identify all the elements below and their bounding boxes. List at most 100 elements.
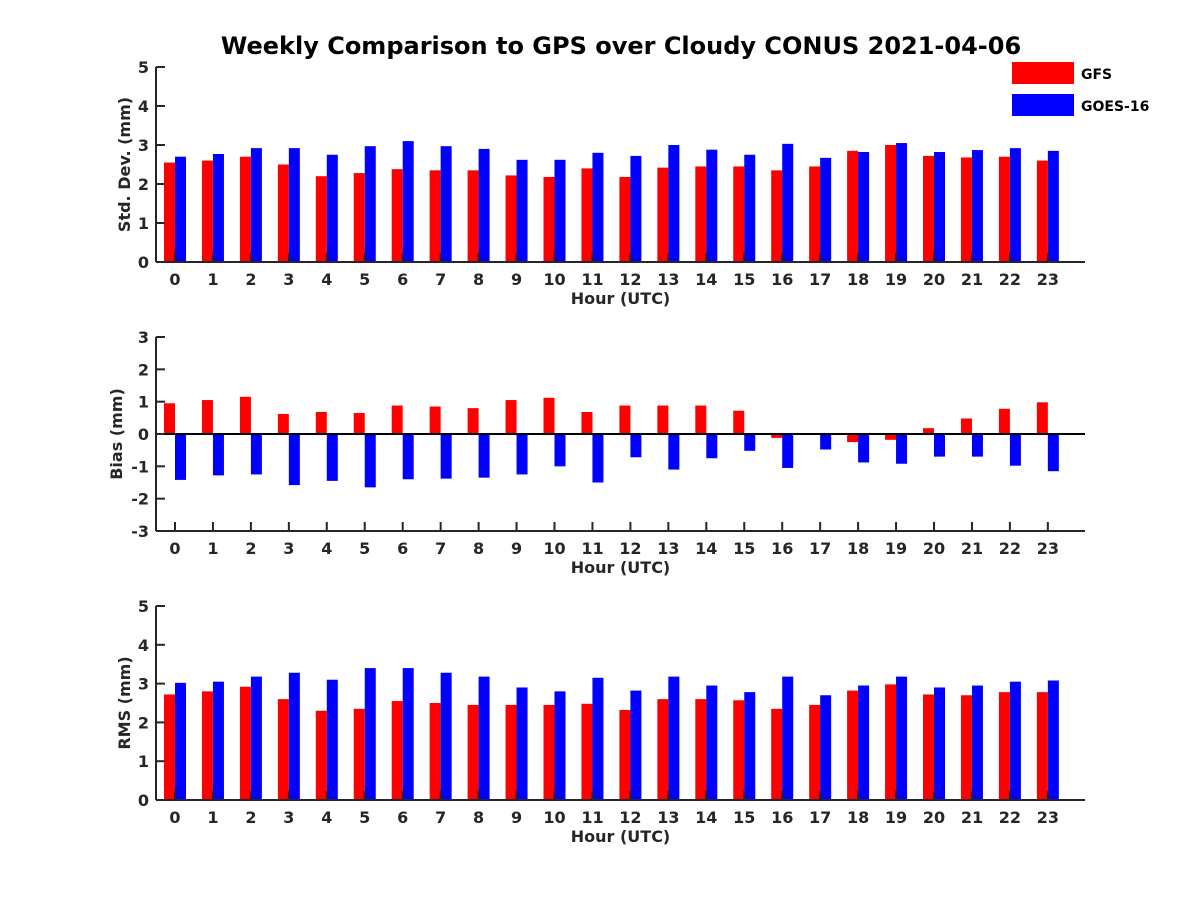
bar-goes-16-22 (1009, 434, 1021, 466)
y-tick-label: 3 (138, 136, 149, 155)
bar-goes-16-1 (212, 681, 224, 800)
x-tick-label: 17 (809, 808, 831, 827)
bar-goes-16-2 (250, 148, 262, 262)
x-tick-label: 16 (771, 270, 793, 289)
x-tick-label: 7 (435, 539, 446, 558)
bar-goes-16-23 (1047, 680, 1059, 800)
y-tick-label: 1 (138, 752, 149, 771)
bar-gfs-22 (998, 692, 1010, 800)
bar-gfs-10 (543, 397, 555, 434)
bar-gfs-9 (505, 704, 517, 800)
bar-goes-16-12 (630, 434, 642, 458)
legend: GFS GOES-16 (1012, 62, 1149, 116)
bar-gfs-1 (201, 691, 213, 800)
bar-gfs-8 (467, 704, 479, 800)
bar-goes-16-3 (288, 434, 300, 486)
x-tick-label: 21 (961, 270, 983, 289)
x-tick-label: 5 (359, 808, 370, 827)
x-tick-label: 7 (435, 270, 446, 289)
bar-goes-16-6 (402, 434, 414, 480)
bar-goes-16-19 (896, 434, 908, 464)
x-tick-label: 19 (885, 270, 907, 289)
bar-gfs-6 (391, 169, 403, 262)
bar-gfs-7 (429, 406, 441, 434)
bar-gfs-9 (505, 175, 517, 262)
x-axis-label: Hour (UTC) (571, 558, 671, 577)
bar-gfs-17 (809, 166, 821, 262)
bar-gfs-18 (847, 150, 859, 262)
bar-goes-16-18 (858, 434, 870, 463)
x-tick-label: 19 (885, 808, 907, 827)
bar-gfs-5 (353, 708, 365, 800)
bar-gfs-23 (1036, 402, 1048, 434)
bar-gfs-0 (164, 162, 175, 262)
bar-goes-16-17 (820, 695, 832, 800)
bar-gfs-23 (1036, 692, 1048, 800)
x-tick-label: 23 (1037, 270, 1059, 289)
legend-label-goes-16: GOES-16 (1081, 99, 1149, 115)
x-tick-label: 22 (999, 808, 1021, 827)
bar-goes-16-17 (820, 157, 832, 262)
y-tick-label: -2 (131, 490, 149, 509)
y-tick-label: 0 (138, 791, 149, 810)
bar-goes-16-7 (440, 434, 452, 479)
bar-goes-16-1 (212, 434, 224, 476)
bar-gfs-3 (277, 164, 289, 262)
bar-gfs-20 (923, 694, 934, 800)
bar-gfs-18 (847, 434, 859, 443)
y-tick-label: -3 (131, 522, 149, 541)
bar-goes-16-4 (326, 154, 338, 262)
bar-gfs-19 (885, 684, 897, 800)
y-axis-label: Std. Dev. (mm) (115, 97, 134, 232)
y-axis-label: RMS (mm) (115, 656, 134, 749)
x-tick-label: 3 (283, 539, 294, 558)
x-tick-label: 8 (473, 808, 484, 827)
bar-gfs-14 (695, 405, 707, 434)
x-tick-label: 4 (321, 539, 332, 558)
bar-goes-16-10 (554, 691, 566, 800)
bar-goes-16-13 (668, 676, 680, 800)
bar-gfs-15 (733, 410, 745, 434)
x-tick-label: 2 (245, 270, 256, 289)
y-tick-label: 1 (138, 214, 149, 233)
bar-gfs-2 (239, 686, 251, 800)
x-axis-label: Hour (UTC) (571, 827, 671, 846)
bar-gfs-12 (619, 709, 631, 800)
bar-gfs-19 (885, 145, 897, 262)
bar-goes-16-16 (782, 676, 794, 800)
bar-goes-16-13 (668, 145, 680, 262)
y-tick-label: 0 (138, 253, 149, 272)
x-tick-label: 9 (511, 539, 522, 558)
legend-swatch-goes-16 (1012, 94, 1074, 116)
bar-goes-16-6 (402, 668, 414, 800)
x-tick-label: 15 (733, 270, 755, 289)
x-tick-label: 12 (619, 808, 641, 827)
bar-goes-16-5 (364, 668, 376, 800)
x-tick-label: 9 (511, 270, 522, 289)
bar-goes-16-18 (858, 152, 870, 262)
bar-gfs-23 (1036, 160, 1048, 262)
bar-goes-16-20 (934, 687, 945, 800)
bar-gfs-12 (619, 176, 631, 262)
x-tick-label: 0 (169, 808, 180, 827)
x-tick-label: 11 (581, 270, 603, 289)
bar-gfs-14 (695, 699, 707, 800)
bar-goes-16-6 (402, 141, 414, 262)
x-tick-label: 13 (657, 808, 679, 827)
x-tick-label: 11 (581, 808, 603, 827)
bar-goes-16-22 (1009, 681, 1021, 800)
x-tick-label: 13 (657, 539, 679, 558)
bar-goes-16-20 (934, 434, 945, 457)
bar-goes-16-7 (440, 672, 452, 800)
bar-gfs-15 (733, 700, 745, 800)
y-axis-label: Bias (mm) (107, 388, 126, 480)
bar-gfs-21 (960, 157, 972, 262)
bar-gfs-11 (581, 412, 593, 434)
bar-gfs-20 (923, 155, 934, 262)
y-tick-label: 1 (138, 393, 149, 412)
x-tick-label: 12 (619, 539, 641, 558)
x-tick-label: 9 (511, 808, 522, 827)
x-axis-label: Hour (UTC) (571, 289, 671, 308)
